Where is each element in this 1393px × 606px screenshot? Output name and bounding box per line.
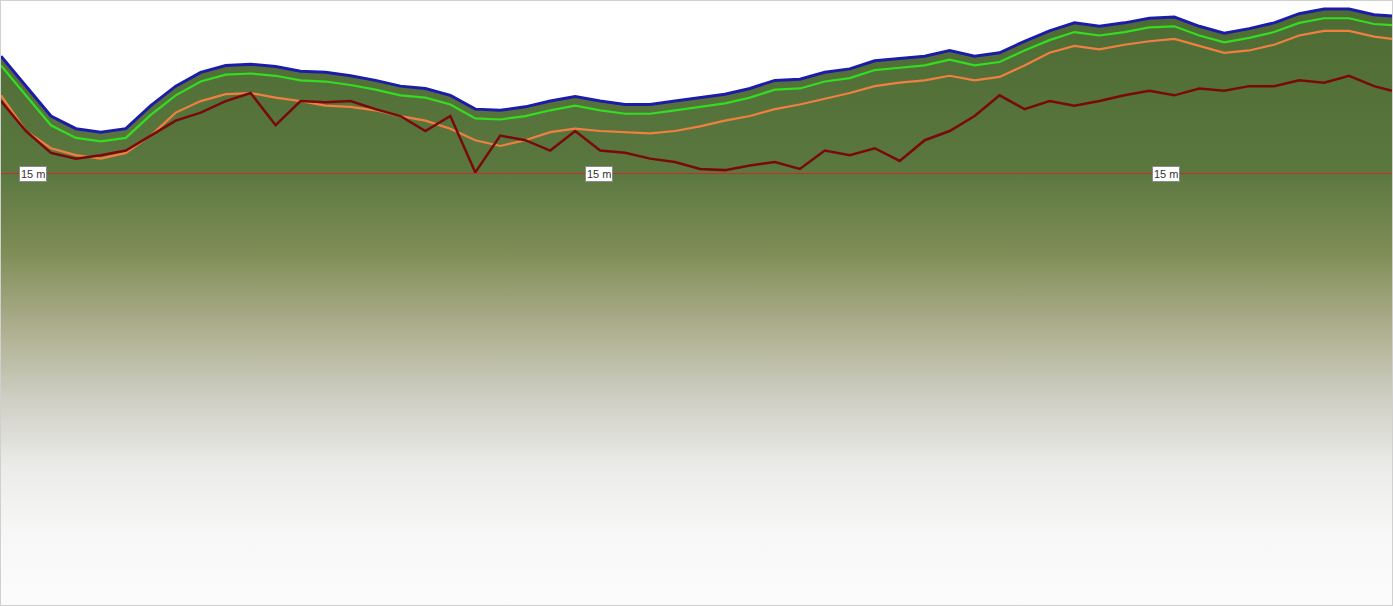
svg-text:15 m: 15 m <box>21 168 45 180</box>
svg-text:15 m: 15 m <box>587 168 611 180</box>
svg-text:15 m: 15 m <box>1154 168 1178 180</box>
